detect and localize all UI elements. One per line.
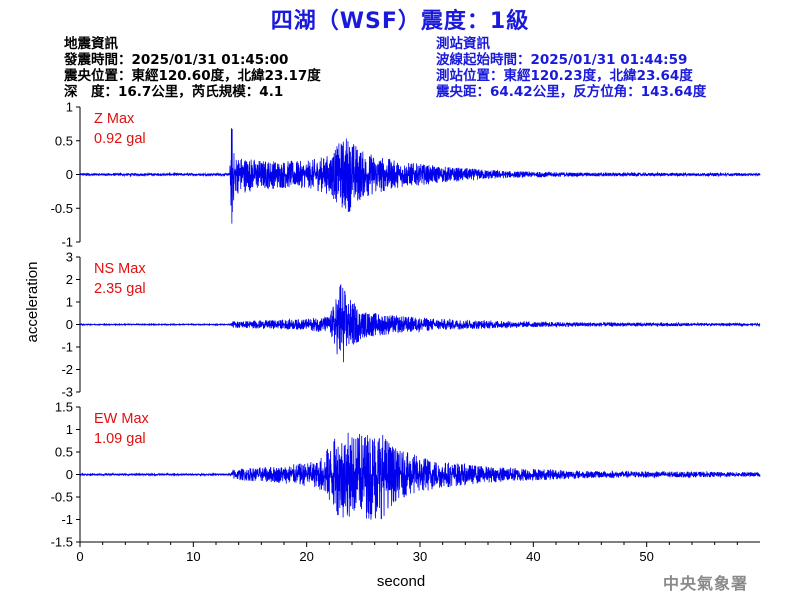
y-axis-label: acceleration [24, 262, 41, 343]
y-tick-label: -0.5 [51, 490, 73, 505]
y-tick-label: -1 [61, 512, 73, 527]
max-value: 2.35 gal [94, 281, 146, 297]
station-info-heading: 測站資訊 [436, 36, 490, 52]
epicenter-location: 震央位置：東經120.60度，北緯23.17度 [64, 68, 321, 84]
y-tick-label: 0 [66, 317, 73, 332]
max-label: NS Max [94, 261, 146, 277]
x-tick-label: 20 [299, 549, 313, 564]
distance-azimuth: 震央距：64.42公里，反方位角：143.64度 [436, 84, 707, 100]
x-tick-label: 0 [76, 549, 83, 564]
y-tick-label: -1.5 [51, 535, 73, 550]
panel-z: 1 0.5 0 -0.5 -1 Z Max 0.92 gal [51, 100, 761, 250]
waveform-ns [79, 284, 761, 363]
footer-agency: 中央氣象署 [662, 574, 748, 593]
x-axis-label: second [377, 573, 425, 590]
quake-info-block: 地震資訊 發震時間：2025/01/31 01:45:00 震央位置：東經120… [64, 36, 321, 100]
waveform-z [79, 128, 761, 224]
x-tick-label: 50 [639, 549, 653, 564]
waveform-ew [79, 432, 761, 520]
y-tick-label: 0 [66, 167, 73, 182]
x-tick-label: 40 [526, 549, 540, 564]
panel-ns: 3 2 1 0 -1 -2 -3 NS Max 2.35 gal [61, 250, 761, 400]
y-tick-label: -3 [61, 385, 73, 400]
y-tick-label: -0.5 [51, 201, 73, 216]
x-tick-label: 30 [413, 549, 427, 564]
y-tick-label: 0 [66, 467, 73, 482]
origin-time: 發震時間：2025/01/31 01:45:00 [64, 52, 289, 68]
wave-start-time: 波線起始時間：2025/01/31 01:44:59 [436, 52, 688, 68]
station-location: 測站位置：東經120.23度，北緯23.64度 [436, 68, 693, 84]
y-tick-label: 0.5 [55, 445, 73, 460]
quake-info-heading: 地震資訊 [64, 36, 118, 52]
y-tick-label: 1 [66, 422, 73, 437]
y-tick-label: 1 [66, 295, 73, 310]
max-value: 0.92 gal [94, 131, 146, 147]
y-tick-label: 1 [66, 100, 73, 115]
y-tick-label: 0.5 [55, 133, 73, 148]
page-title: 四湖（WSF）震度：1級 [270, 9, 530, 34]
depth-magnitude: 深 度：16.7公里，芮氏規模：4.1 [64, 84, 284, 100]
x-tick-label: 10 [186, 549, 200, 564]
y-tick-label: -2 [61, 362, 73, 377]
max-value: 1.09 gal [94, 431, 146, 447]
panel-ew: 1.5 1 0.5 0 -0.5 -1 -1.5 EW Max 1.09 gal [51, 400, 761, 550]
max-label: Z Max [94, 111, 135, 127]
station-info-block: 測站資訊 波線起始時間：2025/01/31 01:44:59 測站位置：東經1… [436, 36, 706, 100]
max-label: EW Max [94, 411, 150, 427]
y-tick-label: 2 [66, 272, 73, 287]
y-tick-label: 1.5 [55, 400, 73, 415]
y-tick-label: -1 [61, 235, 73, 250]
y-tick-label: -1 [61, 340, 73, 355]
y-tick-label: 3 [66, 250, 73, 265]
